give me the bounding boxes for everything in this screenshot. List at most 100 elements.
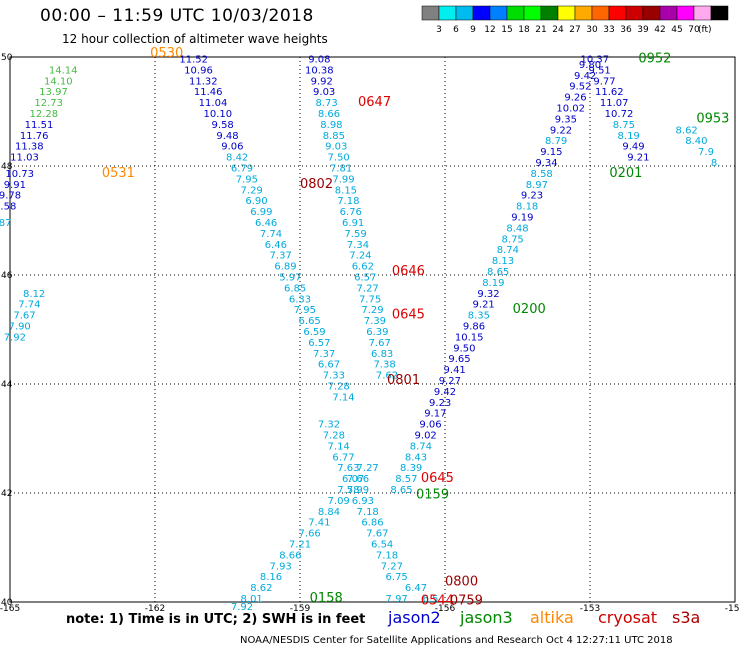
data-point-label: 7.14: [328, 441, 350, 452]
legend-swatch: [489, 5, 508, 21]
time-label: 0201: [609, 166, 642, 181]
legend-unit: (ft): [698, 25, 712, 35]
grid: [10, 57, 735, 602]
time-label: 0200: [513, 302, 546, 317]
legend-tick: 24: [552, 25, 564, 35]
data-point-label: 7.81: [330, 163, 352, 174]
dataset-jason3: jason3: [460, 608, 513, 627]
legend-swatch: [659, 5, 678, 21]
legend-swatch: [557, 5, 576, 21]
legend-tick: 21: [535, 25, 546, 35]
legend-tick: 39: [637, 25, 649, 35]
data-point-label: 7.34: [347, 240, 369, 251]
data-point-label: 11.03: [10, 153, 39, 164]
x-tick-label: -153: [580, 604, 600, 614]
data-point-label: 12.28: [30, 109, 59, 120]
y-tick-label: 44: [1, 380, 13, 390]
data-point-label: 10.38: [305, 65, 334, 76]
time-label: 0952: [638, 51, 671, 66]
data-point-label: 7.97: [386, 594, 408, 605]
data-point-label: 7.59: [344, 229, 366, 240]
data-point-label: 8.97: [526, 180, 548, 191]
data-point-label: 9.92: [311, 76, 333, 87]
data-point-label: 13.97: [39, 87, 68, 98]
data-point-label: 9.86: [463, 322, 485, 333]
data-point-label: 8.40: [685, 136, 707, 147]
data-point-label: 9.41: [444, 365, 466, 376]
legend-tick: 27: [569, 25, 580, 35]
data-point-label: 6.5: [423, 594, 439, 605]
dataset-s3a: s3a: [672, 608, 701, 627]
chart-title: 00:00 – 11:59 UTC 10/03/2018: [40, 6, 314, 26]
data-point-label: 8.65: [487, 267, 509, 278]
data-point-label: 6.57: [308, 338, 330, 349]
data-point-label: 7.39: [364, 316, 386, 327]
data-point-label: 8.35: [468, 311, 490, 322]
data-point-label: 8.: [711, 158, 721, 169]
data-point-label: 7.62: [376, 371, 398, 382]
data-point-label: 9.03: [325, 142, 347, 153]
data-point-label: 7.67: [13, 311, 35, 322]
data-point-label: 7.99: [332, 174, 354, 185]
data-point-label: 9.51: [589, 65, 611, 76]
data-point-label: 8.62: [676, 125, 698, 136]
data-point-label: 9.50: [453, 343, 475, 354]
data-point-label: 7.67: [366, 529, 388, 540]
time-label: 0646: [392, 264, 425, 279]
data-point-label: 7.66: [347, 474, 369, 485]
data-point-label: 9.65: [448, 354, 470, 365]
data-point-label: 8.75: [613, 120, 635, 131]
legend-swatch: [438, 5, 457, 21]
data-point-label: 9.06: [221, 142, 243, 153]
time-label: 0159: [416, 487, 449, 502]
data-point-label: 7.28: [328, 381, 350, 392]
data-point-label: 6.33: [289, 294, 311, 305]
data-point-label: 8.58: [531, 169, 553, 180]
data-point-label: 10.02: [556, 104, 585, 115]
time-label: 0530: [150, 46, 183, 61]
data-point-label: 7.95: [236, 174, 258, 185]
data-point-label: 8.16: [260, 572, 282, 583]
legend-swatch: [591, 5, 610, 21]
data-point-label: 8.65: [390, 485, 412, 496]
data-points: 14.1414.1013.9712.7312.2811.5111.7611.38…: [0, 54, 720, 613]
data-point-label: 7.90: [9, 322, 31, 333]
data-point-label: 9.77: [593, 76, 615, 87]
legend-tick: 30: [586, 25, 598, 35]
data-point-label: 6.91: [342, 218, 364, 229]
data-point-label: 7.29: [241, 185, 263, 196]
data-point-label: 7.27: [357, 463, 379, 474]
data-point-label: 8.13: [492, 256, 514, 267]
data-point-label: 10.73: [5, 169, 34, 180]
legend-swatch: [608, 5, 627, 21]
data-point-label: 8.79: [545, 136, 567, 147]
time-labels: 0530053106470802064606450801064501590200…: [102, 46, 730, 609]
data-point-label: 9.48: [216, 131, 238, 142]
legend-tick: 70: [688, 25, 700, 35]
data-point-label: 9.08: [308, 54, 330, 65]
data-point-label: 7.74: [260, 229, 282, 240]
data-point-label: 5.97: [279, 272, 301, 283]
data-point-label: 8.74: [497, 245, 519, 256]
data-point-label: 9.91: [4, 180, 26, 191]
data-point-label: 8.66: [279, 550, 301, 561]
data-point-label: 7.28: [323, 431, 345, 442]
data-point-label: 9.26: [564, 93, 586, 104]
data-point-label: 14.10: [44, 76, 73, 87]
time-label: 0801: [387, 373, 420, 388]
y-tick-label: 42: [1, 489, 12, 499]
legend-swatch: [574, 5, 593, 21]
data-point-label: 7.37: [270, 251, 292, 262]
data-point-label: 11.51: [25, 120, 54, 131]
data-point-label: 6.54: [371, 540, 393, 551]
footer-note: note: 1) Time is in UTC; 2) SWH is in fe…: [66, 612, 366, 627]
y-tick-label: 40: [1, 598, 13, 608]
data-point-label: 7.38: [373, 360, 395, 371]
data-point-label: 8.98: [320, 120, 342, 131]
data-point-label: 7.66: [299, 529, 321, 540]
data-point-label: 9.23: [429, 398, 451, 409]
time-label: 0953: [696, 111, 729, 126]
data-point-label: 11.62: [595, 87, 624, 98]
data-point-label: 7.18: [376, 550, 398, 561]
data-point-label: 9.49: [622, 142, 644, 153]
